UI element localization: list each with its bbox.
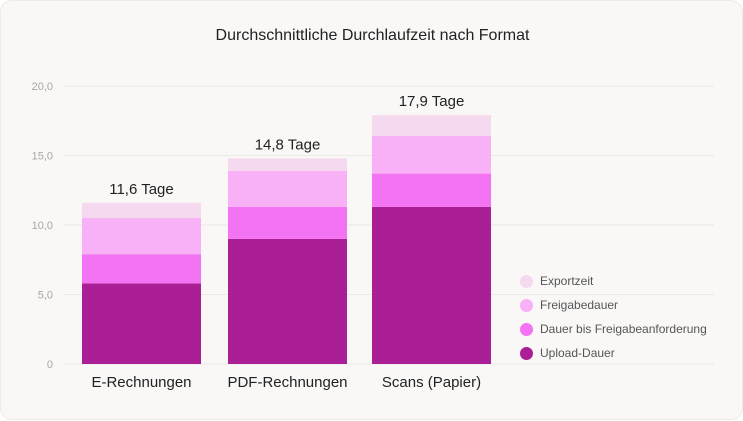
legend-label: Upload-Dauer [540, 346, 615, 360]
y-tick-label: 15,0 [32, 151, 53, 163]
bar-segment [372, 206, 491, 364]
bar-segment [228, 206, 347, 239]
bar-segment [372, 136, 491, 174]
chart-legend: Exportzeit Freigabedauer Dauer bis Freigab… [520, 273, 707, 369]
bar-total-label: 17,9 Tage [399, 93, 465, 110]
legend-item: Upload-Dauer [520, 345, 707, 361]
bar-total-label: 14,8 Tage [255, 136, 321, 153]
chart-title: Durchschnittliche Durchlaufzeit nach For… [215, 27, 530, 44]
bar-segment [82, 254, 201, 284]
legend-label: Freigabedauer [540, 298, 619, 312]
x-category-label: PDF-Rechnungen [227, 374, 347, 391]
legend-item: Dauer bis Freigabeanforderung [520, 321, 707, 337]
bar-segment [372, 115, 491, 137]
bar-segment [82, 283, 201, 364]
bar-total-label: 11,6 Tage [109, 181, 174, 198]
legend-label: Dauer bis Freigabeanforderung [540, 322, 707, 336]
y-tick-label: 5,0 [38, 290, 53, 302]
y-tick-label: 10,0 [32, 220, 53, 232]
legend-swatch [520, 322, 533, 336]
legend-swatch [520, 298, 533, 312]
bar-segment [82, 218, 201, 255]
bar-segment [228, 158, 347, 171]
bar-segment [372, 173, 491, 207]
legend-swatch [520, 274, 533, 288]
legend-item: Freigabedauer [520, 297, 707, 313]
y-tick-label: 0 [47, 359, 53, 371]
legend-swatch [520, 346, 533, 360]
bar-segment [228, 170, 347, 207]
x-category-label: E-Rechnungen [91, 374, 191, 391]
bar-segment [228, 238, 347, 364]
legend-item: Exportzeit [520, 273, 707, 289]
x-category-label: Scans (Papier) [382, 374, 481, 391]
bar-segment [82, 202, 201, 219]
y-tick-label: 20,0 [32, 81, 53, 93]
legend-label: Exportzeit [540, 274, 594, 288]
